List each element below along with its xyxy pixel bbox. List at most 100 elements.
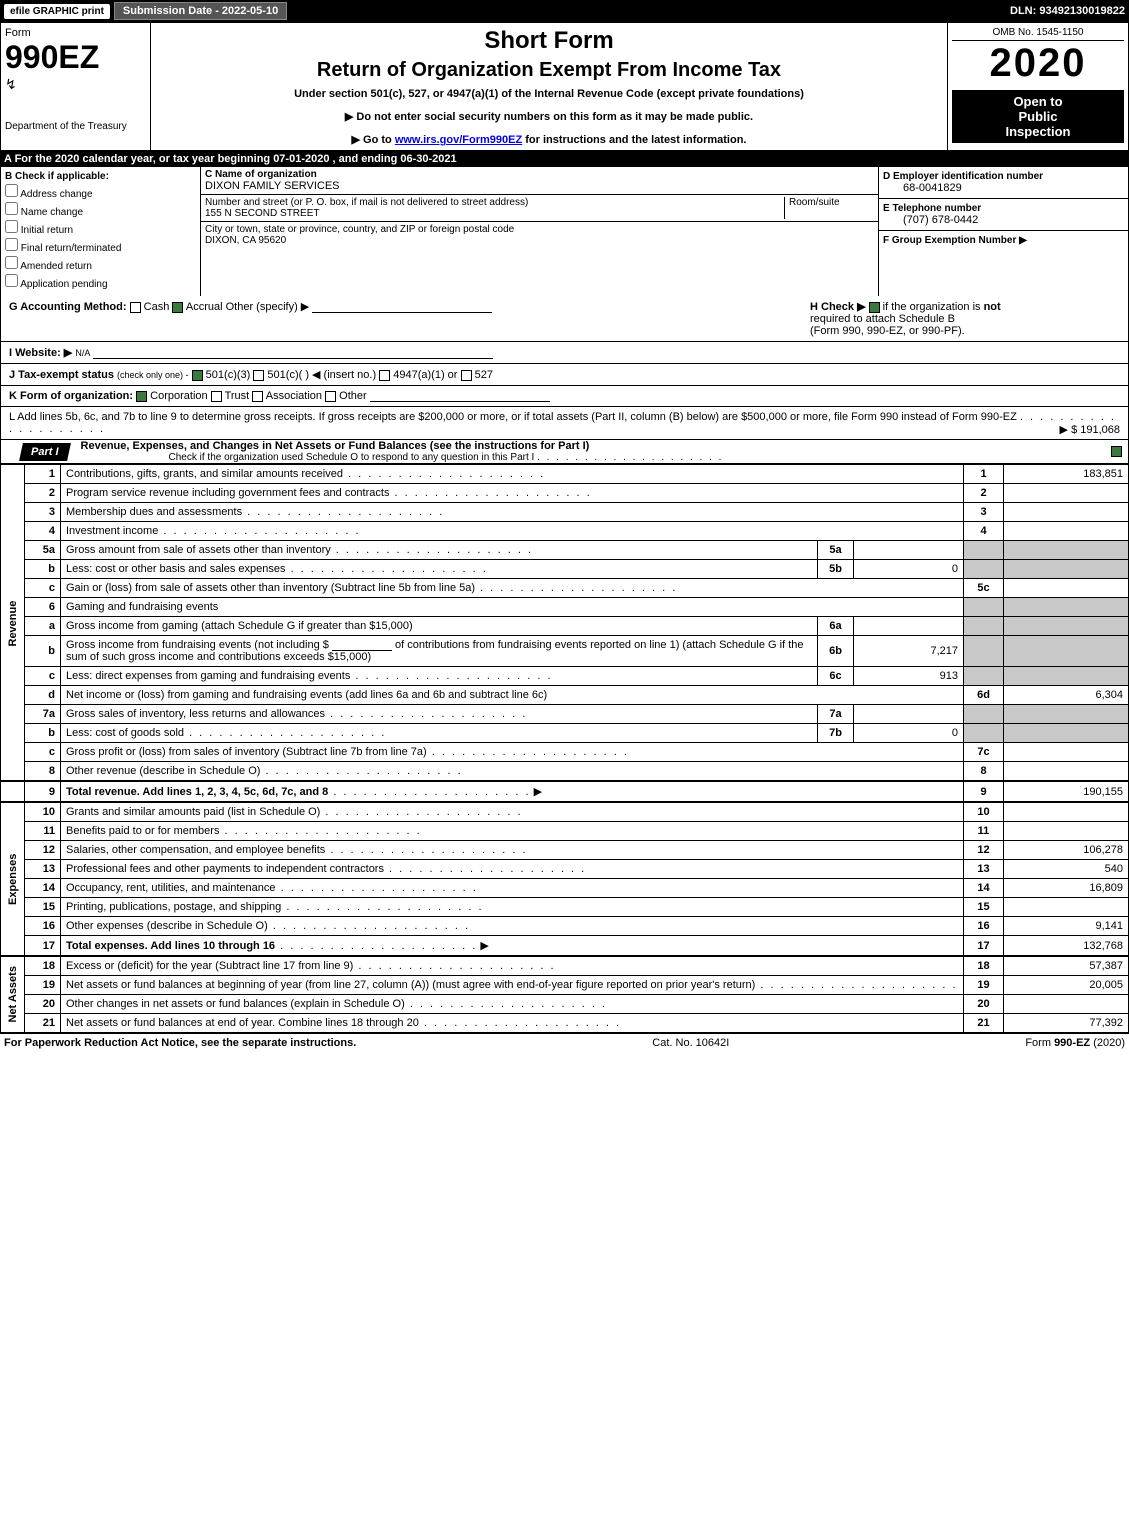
table-row: 9 Total revenue. Add lines 1, 2, 3, 4, 5…: [1, 781, 1129, 802]
goto-link[interactable]: www.irs.gov/Form990EZ: [395, 134, 522, 146]
cb-accrual[interactable]: [172, 302, 183, 313]
cb-527[interactable]: [461, 370, 472, 381]
table-row: 19 Net assets or fund balances at beginn…: [1, 976, 1129, 995]
expenses-side-label: Expenses: [1, 802, 25, 956]
main-title: Return of Organization Exempt From Incom…: [155, 59, 943, 82]
table-row: a Gross income from gaming (attach Sched…: [1, 617, 1129, 636]
website-value: N/A: [75, 348, 90, 358]
street-cell: Number and street (or P. O. box, if mail…: [201, 195, 878, 222]
cb-application-pending[interactable]: Application pending: [5, 274, 196, 290]
table-row: 7a Gross sales of inventory, less return…: [1, 705, 1129, 724]
part1-title: Revenue, Expenses, and Changes in Net As…: [69, 440, 724, 452]
cb-amended-return[interactable]: Amended return: [5, 256, 196, 272]
ssn-warning: ▶ Do not enter social security numbers o…: [155, 110, 943, 123]
city-cell: City or town, state or province, country…: [201, 222, 878, 248]
table-row: 17 Total expenses. Add lines 10 through …: [1, 936, 1129, 957]
subval-7b: 0: [854, 724, 964, 743]
i-label: I Website: ▶: [9, 347, 72, 359]
cb-schedule-o[interactable]: [1111, 446, 1122, 457]
amount-line-18: 57,387: [1004, 956, 1129, 976]
org-name-cell: C Name of organization DIXON FAMILY SERV…: [201, 167, 878, 195]
k-label: K Form of organization:: [9, 390, 133, 402]
table-row: b Less: cost or other basis and sales ex…: [1, 560, 1129, 579]
open-to-public-box: Open to Public Inspection: [952, 90, 1124, 143]
cb-trust[interactable]: [211, 391, 222, 402]
dots-icon: [537, 452, 723, 463]
table-row: 13 Professional fees and other payments …: [1, 860, 1129, 879]
net-assets-side-label: Net Assets: [1, 956, 25, 1033]
amount-line-11: [1004, 822, 1129, 841]
table-row: 14 Occupancy, rent, utilities, and maint…: [1, 879, 1129, 898]
amount-line-13: 540: [1004, 860, 1129, 879]
cb-501c3[interactable]: [192, 370, 203, 381]
cb-association[interactable]: [252, 391, 263, 402]
room-label: Room/suite: [789, 197, 840, 208]
goto-suffix: for instructions and the latest informat…: [522, 134, 746, 146]
table-row: 4 Investment income 4: [1, 522, 1129, 541]
table-row: 2 Program service revenue including gove…: [1, 484, 1129, 503]
footer-center: Cat. No. 10642I: [652, 1037, 729, 1049]
amount-line-5c: [1004, 579, 1129, 598]
department-label: Department of the Treasury: [5, 121, 146, 132]
amount-line-3: [1004, 503, 1129, 522]
subval-5a: [854, 541, 964, 560]
i-row: I Website: ▶ N/A: [0, 342, 1129, 364]
city-value: DIXON, CA 95620: [205, 235, 286, 246]
column-b: B Check if applicable: Address change Na…: [1, 167, 201, 296]
ein-cell: D Employer identification number 68-0041…: [879, 167, 1128, 199]
cb-cash[interactable]: [130, 302, 141, 313]
cb-final-return[interactable]: Final return/terminated: [5, 238, 196, 254]
cb-other-org[interactable]: [325, 391, 336, 402]
table-row: 16 Other expenses (describe in Schedule …: [1, 917, 1129, 936]
amount-line-2: [1004, 484, 1129, 503]
cb-h[interactable]: [869, 302, 880, 313]
contrib-amount-input[interactable]: [332, 639, 392, 651]
cb-address-change[interactable]: Address change: [5, 184, 196, 200]
j-row: J Tax-exempt status (check only one) - 5…: [0, 364, 1129, 386]
table-row: 11 Benefits paid to or for members 11: [1, 822, 1129, 841]
cb-name-change[interactable]: Name change: [5, 202, 196, 218]
column-d: D Employer identification number 68-0041…: [878, 167, 1128, 296]
column-c: C Name of organization DIXON FAMILY SERV…: [201, 167, 878, 296]
cb-4947[interactable]: [379, 370, 390, 381]
open-line-3: Inspection: [956, 124, 1120, 139]
submission-date-pill: Submission Date - 2022-05-10: [114, 2, 287, 20]
k-row: K Form of organization: Corporation Trus…: [0, 386, 1129, 407]
other-org-input[interactable]: [370, 390, 550, 402]
h-check: H Check ▶ if the organization is not req…: [810, 300, 1120, 337]
amount-line-20: [1004, 995, 1129, 1014]
g-label: G Accounting Method:: [9, 301, 127, 313]
amount-line-16: 9,141: [1004, 917, 1129, 936]
l-amount: ▶ $ 191,068: [1060, 423, 1120, 436]
cb-initial-return[interactable]: Initial return: [5, 220, 196, 236]
phone-value: (707) 678-0442: [883, 214, 1124, 226]
street-value: 155 N SECOND STREET: [205, 208, 319, 219]
cb-corporation[interactable]: [136, 391, 147, 402]
lines-table: Revenue 1 Contributions, gifts, grants, …: [0, 464, 1129, 1033]
open-line-2: Public: [956, 109, 1120, 124]
ein-value: 68-0041829: [883, 182, 1124, 194]
subval-6a: [854, 617, 964, 636]
open-line-1: Open to: [956, 94, 1120, 109]
table-row: c Less: direct expenses from gaming and …: [1, 667, 1129, 686]
website-input[interactable]: [93, 347, 493, 359]
table-row: 21 Net assets or fund balances at end of…: [1, 1014, 1129, 1033]
amount-line-1: 183,851: [1004, 465, 1129, 484]
table-row: 12 Salaries, other compensation, and emp…: [1, 841, 1129, 860]
subval-5b: 0: [854, 560, 964, 579]
amount-line-21: 77,392: [1004, 1014, 1129, 1033]
amount-line-4: [1004, 522, 1129, 541]
cb-501c[interactable]: [253, 370, 264, 381]
part1-sub: Check if the organization used Schedule …: [69, 452, 724, 463]
efile-print-button[interactable]: efile GRAPHIC print: [4, 4, 110, 19]
table-row: Net Assets 18 Excess or (deficit) for th…: [1, 956, 1129, 976]
h-label: H Check ▶: [810, 301, 866, 313]
amount-line-7c: [1004, 743, 1129, 762]
f-label: F Group Exemption Number ▶: [883, 235, 1027, 246]
table-row: c Gross profit or (loss) from sales of i…: [1, 743, 1129, 762]
part1-tab: Part I: [19, 443, 70, 461]
short-form-title: Short Form: [155, 27, 943, 55]
other-specify-input[interactable]: [312, 301, 492, 313]
section-a-bar: A For the 2020 calendar year, or tax yea…: [0, 151, 1129, 167]
footer-left: For Paperwork Reduction Act Notice, see …: [4, 1037, 356, 1049]
